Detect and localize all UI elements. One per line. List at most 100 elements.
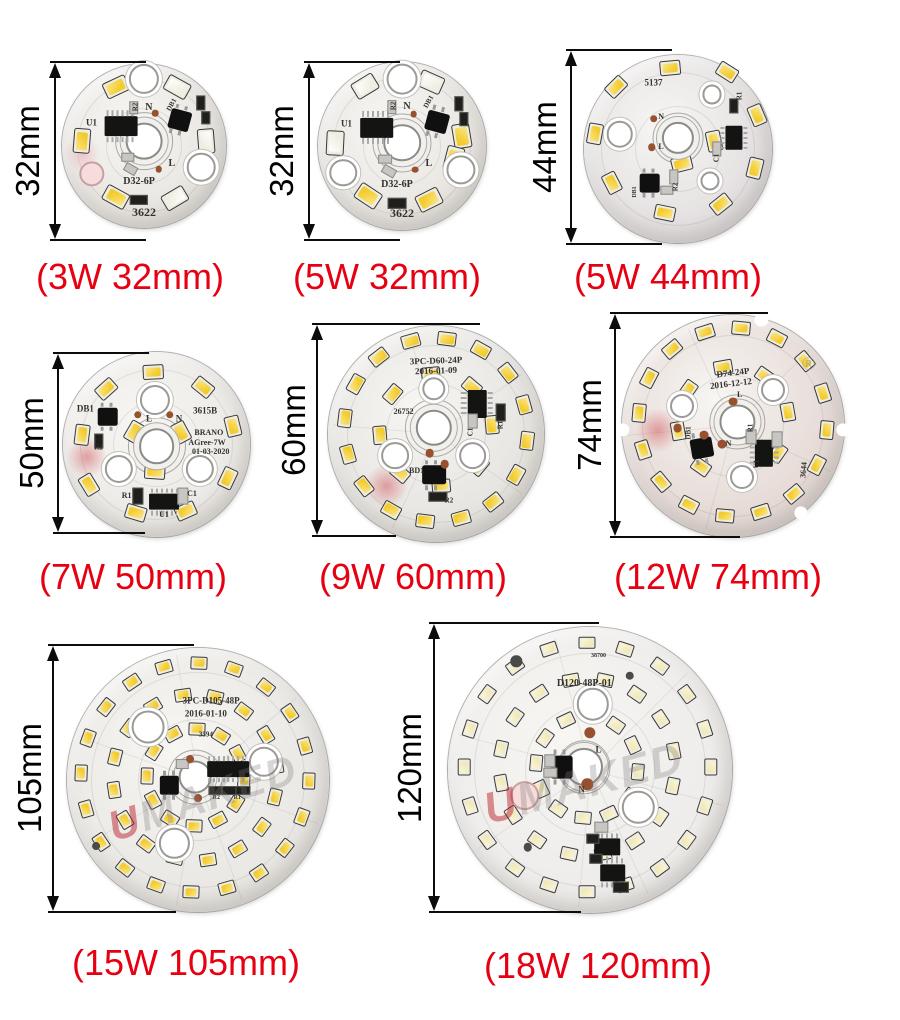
dimension-tick-top [312,323,480,325]
dimension-arrow-line [433,636,435,899]
dimension-tick-top [304,61,400,63]
led-chip [714,60,740,84]
size-caption: (12W 74mm) [613,556,823,597]
board-marking: R1 [735,92,744,101]
led-chip [190,655,209,670]
board-marking: U1 [86,117,98,128]
screw-hole [139,385,170,416]
board-marking: DB1 [76,403,94,414]
led-phosphor [230,842,245,856]
smd-resistor [495,403,507,421]
board-marking: L [168,158,176,170]
smd-component [467,413,479,429]
led-chip [631,403,647,424]
led-phosphor [589,125,602,142]
led-phosphor [165,727,180,741]
solder-dot [412,166,419,173]
board-marking: 2016-01-10 [184,708,227,719]
led-chip [143,464,166,481]
led-phosphor [785,486,802,502]
screw-hole [458,441,487,470]
led-chip [573,811,592,826]
board-marking: 3622 [132,204,156,219]
led-phosphor [618,643,633,655]
led-phosphor [749,106,765,124]
smd-resistor [234,785,251,796]
led-phosphor [127,506,145,520]
dimension-arrowhead-up [428,624,440,639]
led-phosphor [508,466,524,484]
screw-hole [576,687,610,721]
led-chip [140,766,154,785]
led-phosphor [542,643,556,655]
center-hole [138,428,175,465]
led-chip [154,658,174,676]
led-phosphor [75,131,88,151]
smd-resistor [197,95,206,111]
solder-dot [186,754,195,763]
smd-resistor [202,111,211,125]
led-phosphor [507,861,522,875]
led-phosphor [177,503,195,519]
screw-hole [606,120,633,148]
led-phosphor [634,406,644,421]
dimension-label: 120mm [391,712,428,824]
led-phosphor [328,133,342,152]
board-marking: BRANO [194,428,224,438]
dimension-arrowhead-down [303,224,315,239]
led-chip [336,407,354,429]
led-phosphor [656,206,673,220]
dimension-arrow-line [316,337,318,523]
led-phosphor [193,658,206,667]
board-marking: L [658,142,664,152]
edge-notch [616,423,630,437]
pcb-board: 3PC-D105-48P 2016-01-10 3594 R2 R1 UMAKED [67,648,329,912]
smd-resistor [613,881,630,893]
dimension-tick-bottom [312,535,396,537]
led-phosphor [452,511,469,525]
pcb-trace-ring [363,107,441,185]
dimension-tick-top [566,49,672,51]
via-dot [510,655,522,668]
size-caption: (9W 60mm) [319,556,507,597]
bridge-rectifier [639,168,661,198]
pcb-trace-ring [137,719,259,841]
dimension-label: 74mm [571,379,608,471]
dimension-tick-bottom [429,911,581,913]
solder-dot [581,778,593,791]
size-caption: (3W 32mm) [36,256,224,297]
board-marking: 26752 [393,407,414,417]
screw-hole [386,63,418,95]
board-marking: L [146,413,153,424]
smd-resistor [93,433,104,449]
bridge-rectifier [689,436,715,460]
board-marking: DB1 [631,186,638,198]
led-phosphor [782,404,794,420]
led-phosphor [581,638,594,647]
led-phosphor [108,783,119,797]
solder-dot [194,794,202,803]
dimension-arrowhead-down [52,517,64,532]
led-phosphor [748,159,762,177]
led-phosphor [753,505,769,518]
size-caption: (15W 105mm) [71,942,301,983]
board-marking: 3PC-D105-48P [182,695,240,706]
via-dot [91,842,100,850]
led-chip [182,885,201,899]
led-chip [414,512,436,530]
pcb-board: U1 R2 N DB1 L D32-6P 3622 [318,62,486,230]
led-phosphor [480,686,494,702]
board-marking: C1 [712,154,721,163]
dimension-tick-top [50,61,146,63]
led-chip [142,364,164,381]
board-marking: BD1 [408,465,425,475]
ic-chip [360,110,394,145]
led-phosphor [680,686,694,702]
led-chip [615,640,636,658]
solder-dot [152,109,159,117]
screw-hole [248,746,279,777]
size-caption: (5W 44mm) [574,256,762,297]
solder-dot [425,449,434,458]
led-phosphor [607,78,625,96]
led-phosphor [418,190,440,209]
